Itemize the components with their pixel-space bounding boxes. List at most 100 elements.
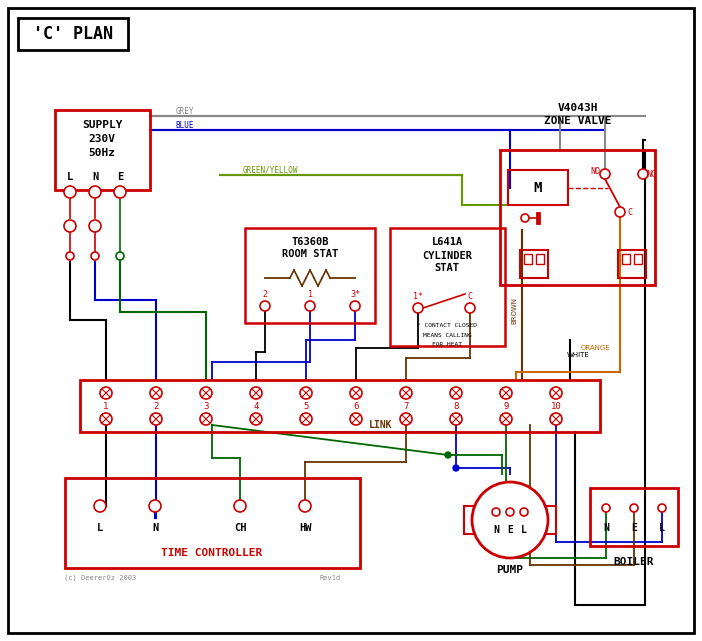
Text: ROOM STAT: ROOM STAT (282, 249, 338, 259)
Text: 3*: 3* (350, 290, 360, 299)
Circle shape (350, 413, 362, 425)
Text: L: L (521, 525, 527, 535)
Text: WHITE: WHITE (567, 352, 590, 358)
Text: (c) DeererOz 2003: (c) DeererOz 2003 (64, 575, 136, 581)
Circle shape (260, 301, 270, 311)
Circle shape (602, 504, 610, 512)
Circle shape (234, 500, 246, 512)
Circle shape (300, 387, 312, 399)
Text: L: L (659, 523, 665, 533)
Text: L: L (97, 523, 103, 533)
Text: L: L (67, 172, 73, 182)
Text: 1: 1 (103, 401, 109, 410)
Text: 7: 7 (404, 401, 409, 410)
Text: TIME CONTROLLER: TIME CONTROLLER (161, 548, 263, 558)
Circle shape (413, 303, 423, 313)
Circle shape (94, 500, 106, 512)
Text: C: C (468, 292, 472, 301)
Text: PUMP: PUMP (496, 565, 524, 575)
Circle shape (89, 220, 101, 232)
Text: N: N (493, 525, 499, 535)
Circle shape (400, 387, 412, 399)
Circle shape (450, 387, 462, 399)
Circle shape (100, 387, 112, 399)
Circle shape (200, 387, 212, 399)
Circle shape (200, 413, 212, 425)
Text: * CONTACT CLOSED: * CONTACT CLOSED (417, 322, 477, 328)
Text: C: C (628, 208, 633, 217)
Circle shape (250, 413, 262, 425)
Text: 3: 3 (204, 401, 208, 410)
Text: SUPPLY: SUPPLY (81, 120, 122, 130)
Circle shape (506, 508, 514, 516)
Circle shape (64, 220, 76, 232)
Text: MEANS CALLING: MEANS CALLING (423, 333, 471, 338)
Circle shape (400, 413, 412, 425)
Text: NC: NC (646, 169, 656, 178)
Text: N: N (603, 523, 609, 533)
Text: T6360B: T6360B (291, 237, 329, 247)
Circle shape (350, 301, 360, 311)
Circle shape (638, 169, 648, 179)
Circle shape (150, 387, 162, 399)
Circle shape (465, 303, 475, 313)
Text: L641A: L641A (431, 237, 463, 247)
Circle shape (305, 301, 315, 311)
Circle shape (472, 482, 548, 558)
Circle shape (91, 252, 99, 260)
Text: BLUE: BLUE (176, 121, 194, 129)
Text: E: E (117, 172, 123, 182)
Circle shape (600, 169, 610, 179)
Circle shape (299, 500, 311, 512)
Text: 10: 10 (550, 401, 562, 410)
Circle shape (116, 252, 124, 260)
Circle shape (500, 413, 512, 425)
Circle shape (630, 504, 638, 512)
Text: 230V: 230V (88, 134, 116, 144)
Text: BROWN: BROWN (511, 297, 517, 324)
Text: ORANGE: ORANGE (580, 345, 610, 351)
Circle shape (250, 387, 262, 399)
Text: LINK: LINK (369, 420, 392, 430)
Circle shape (521, 214, 529, 222)
Text: 1*: 1* (413, 292, 423, 301)
Text: 'C' PLAN: 'C' PLAN (33, 25, 113, 43)
Circle shape (453, 465, 459, 471)
Circle shape (150, 413, 162, 425)
Text: STAT: STAT (435, 263, 460, 273)
Text: GREY: GREY (176, 106, 194, 115)
Text: CH: CH (234, 523, 246, 533)
Text: GREEN/YELLOW: GREEN/YELLOW (242, 165, 298, 174)
Text: BOILER: BOILER (614, 557, 654, 567)
Text: 4: 4 (253, 401, 259, 410)
Circle shape (500, 387, 512, 399)
Circle shape (149, 500, 161, 512)
Text: 50Hz: 50Hz (88, 148, 116, 158)
Circle shape (550, 413, 562, 425)
Text: N: N (152, 523, 158, 533)
Text: 2: 2 (153, 401, 159, 410)
Text: E: E (507, 525, 513, 535)
Circle shape (450, 413, 462, 425)
Text: 8: 8 (453, 401, 458, 410)
Circle shape (445, 452, 451, 458)
Circle shape (492, 508, 500, 516)
Text: 9: 9 (503, 401, 509, 410)
Text: 6: 6 (353, 401, 359, 410)
Text: CYLINDER: CYLINDER (422, 251, 472, 261)
Circle shape (520, 508, 528, 516)
Circle shape (114, 186, 126, 198)
Text: ZONE VALVE: ZONE VALVE (544, 116, 611, 126)
Circle shape (100, 413, 112, 425)
Text: 2: 2 (263, 290, 267, 299)
Text: N: N (92, 172, 98, 182)
Circle shape (300, 413, 312, 425)
Circle shape (350, 387, 362, 399)
Circle shape (89, 186, 101, 198)
Circle shape (615, 207, 625, 217)
Text: HW: HW (299, 523, 311, 533)
Text: NO: NO (590, 167, 600, 176)
Text: E: E (631, 523, 637, 533)
Circle shape (658, 504, 666, 512)
Text: FOR HEAT: FOR HEAT (432, 342, 462, 347)
